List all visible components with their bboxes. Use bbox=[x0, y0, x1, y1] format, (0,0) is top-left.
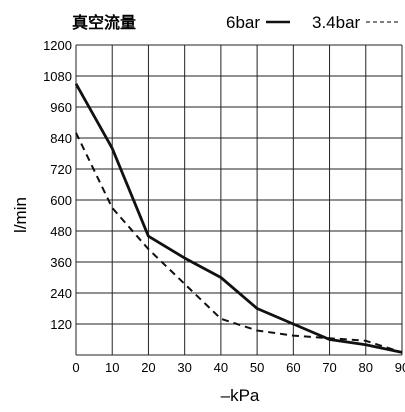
x-tick-label: 40 bbox=[214, 360, 228, 375]
legend-label-3-4bar: 3.4bar bbox=[312, 13, 361, 32]
y-tick-label: 240 bbox=[50, 286, 72, 301]
x-tick-label: 10 bbox=[105, 360, 119, 375]
x-tick-label: 90 bbox=[395, 360, 405, 375]
x-tick-labels: 0 10 20 30 40 50 60 70 80 90 bbox=[72, 360, 405, 375]
x-tick-label: 0 bbox=[72, 360, 79, 375]
y-tick-label: 720 bbox=[50, 162, 72, 177]
x-tick-label: 60 bbox=[286, 360, 300, 375]
y-axis-label: l/min bbox=[11, 197, 30, 233]
legend: 6bar 3.4bar bbox=[226, 13, 398, 32]
x-axis-label: –kPa bbox=[221, 386, 260, 405]
y-tick-label: 120 bbox=[50, 317, 72, 332]
y-tick-label: 480 bbox=[50, 224, 72, 239]
series-line-3-4bar bbox=[75, 132, 403, 354]
y-tick-label: 360 bbox=[50, 255, 72, 270]
legend-label-6bar: 6bar bbox=[226, 13, 260, 32]
y-tick-label: 960 bbox=[50, 100, 72, 115]
x-tick-label: 50 bbox=[250, 360, 264, 375]
y-tick-labels: 120 240 360 480 600 720 840 960 1080 1200 bbox=[43, 38, 72, 332]
x-tick-label: 70 bbox=[322, 360, 336, 375]
x-tick-label: 30 bbox=[177, 360, 191, 375]
y-tick-label: 840 bbox=[50, 131, 72, 146]
x-tick-label: 20 bbox=[141, 360, 155, 375]
y-tick-label: 1200 bbox=[43, 38, 72, 53]
y-tick-label: 1080 bbox=[43, 69, 72, 84]
series-line-6bar bbox=[74, 83, 403, 354]
series-lines bbox=[74, 83, 403, 354]
chart-title: 真空流量 bbox=[72, 13, 136, 32]
y-tick-label: 600 bbox=[50, 193, 72, 208]
grid bbox=[75, 44, 403, 356]
x-tick-label: 80 bbox=[359, 360, 373, 375]
